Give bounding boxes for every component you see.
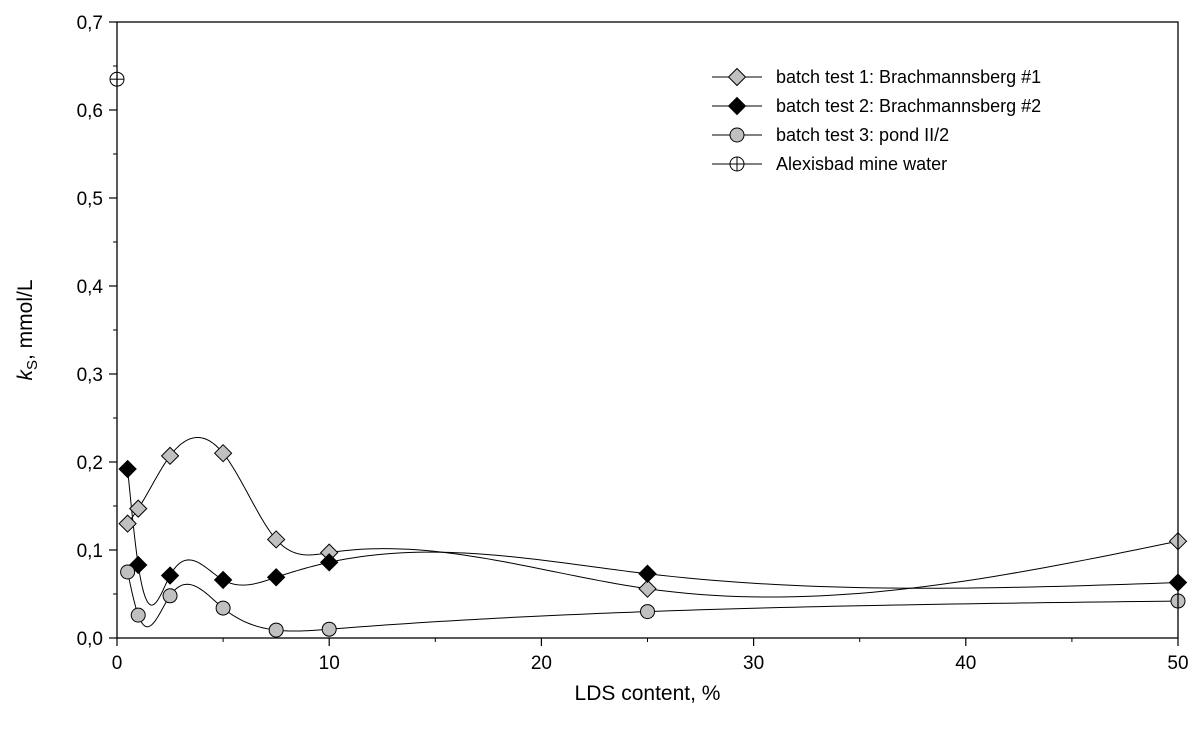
legend-label: batch test 3: pond II/2 bbox=[776, 125, 949, 145]
y-tick-label: 0,3 bbox=[77, 365, 103, 386]
legend-label: batch test 2: Brachmannsberg #2 bbox=[776, 96, 1041, 116]
data-point-series-1 bbox=[638, 579, 657, 598]
y-axis-title-subscript: S bbox=[24, 360, 41, 370]
y-axis-title: kS, mmol/L bbox=[14, 279, 41, 380]
legend: batch test 1: Brachmannsberg #1 batch tes… bbox=[712, 67, 1041, 174]
data-point-series-3 bbox=[120, 564, 136, 580]
y-tick-label: 0,2 bbox=[77, 453, 103, 474]
data-point-series-1 bbox=[213, 443, 233, 463]
legend-label: batch test 1: Brachmannsberg #1 bbox=[776, 67, 1041, 87]
data-point-series-3 bbox=[130, 607, 146, 623]
y-axis: 0,0 0,1 0,2 0,3 0,4 0,5 0,6 0,7 bbox=[77, 13, 117, 650]
data-point-series-2 bbox=[213, 570, 233, 590]
data-point-series-3 bbox=[321, 621, 337, 637]
data-point-series-2 bbox=[160, 566, 180, 585]
data-point-series-2 bbox=[319, 553, 339, 572]
x-tick-label: 20 bbox=[531, 653, 552, 674]
series-line-2 bbox=[127, 468, 1179, 606]
data-point-series-1 bbox=[160, 446, 180, 466]
x-tick-label: 10 bbox=[319, 653, 340, 674]
data-point-series-3 bbox=[268, 622, 284, 638]
y-axis-title-italic: k bbox=[14, 369, 37, 381]
y-axis-title-rest: , mmol/L bbox=[14, 279, 37, 360]
y-tick-label: 0,6 bbox=[77, 101, 103, 122]
y-tick-label: 0,0 bbox=[77, 629, 103, 650]
x-axis-title: LDS content, % bbox=[575, 682, 721, 705]
legend-label: Alexisbad mine water bbox=[776, 154, 947, 174]
x-tick-label: 50 bbox=[1167, 653, 1188, 674]
data-point-series-2 bbox=[266, 568, 286, 587]
series-line-1 bbox=[127, 436, 1179, 598]
y-tick-label: 0,4 bbox=[77, 277, 104, 298]
x-tick-label: 30 bbox=[743, 653, 764, 674]
data-point-series-1 bbox=[129, 499, 148, 518]
data-point-series-2 bbox=[638, 564, 657, 583]
data-point-series-1 bbox=[118, 514, 137, 533]
legend-marker bbox=[729, 156, 745, 172]
data-point-series-2 bbox=[118, 459, 137, 479]
x-tick-label: 40 bbox=[955, 653, 976, 674]
y-tick-label: 0,5 bbox=[77, 189, 103, 210]
data-point-series-3 bbox=[162, 588, 178, 604]
legend-marker bbox=[727, 67, 747, 87]
x-tick-label: 0 bbox=[112, 653, 123, 674]
data-point-series-1 bbox=[266, 530, 286, 549]
data-point-series-3 bbox=[215, 600, 231, 616]
legend-marker bbox=[727, 96, 747, 116]
plot-area bbox=[109, 71, 1188, 638]
y-tick-label: 0,1 bbox=[77, 541, 103, 562]
series-line-3 bbox=[127, 571, 1179, 632]
y-tick-label: 0,7 bbox=[77, 13, 103, 34]
legend-marker bbox=[729, 127, 745, 143]
x-axis: 0 10 20 30 40 50 bbox=[112, 638, 1189, 674]
data-point-series-3 bbox=[640, 604, 655, 620]
